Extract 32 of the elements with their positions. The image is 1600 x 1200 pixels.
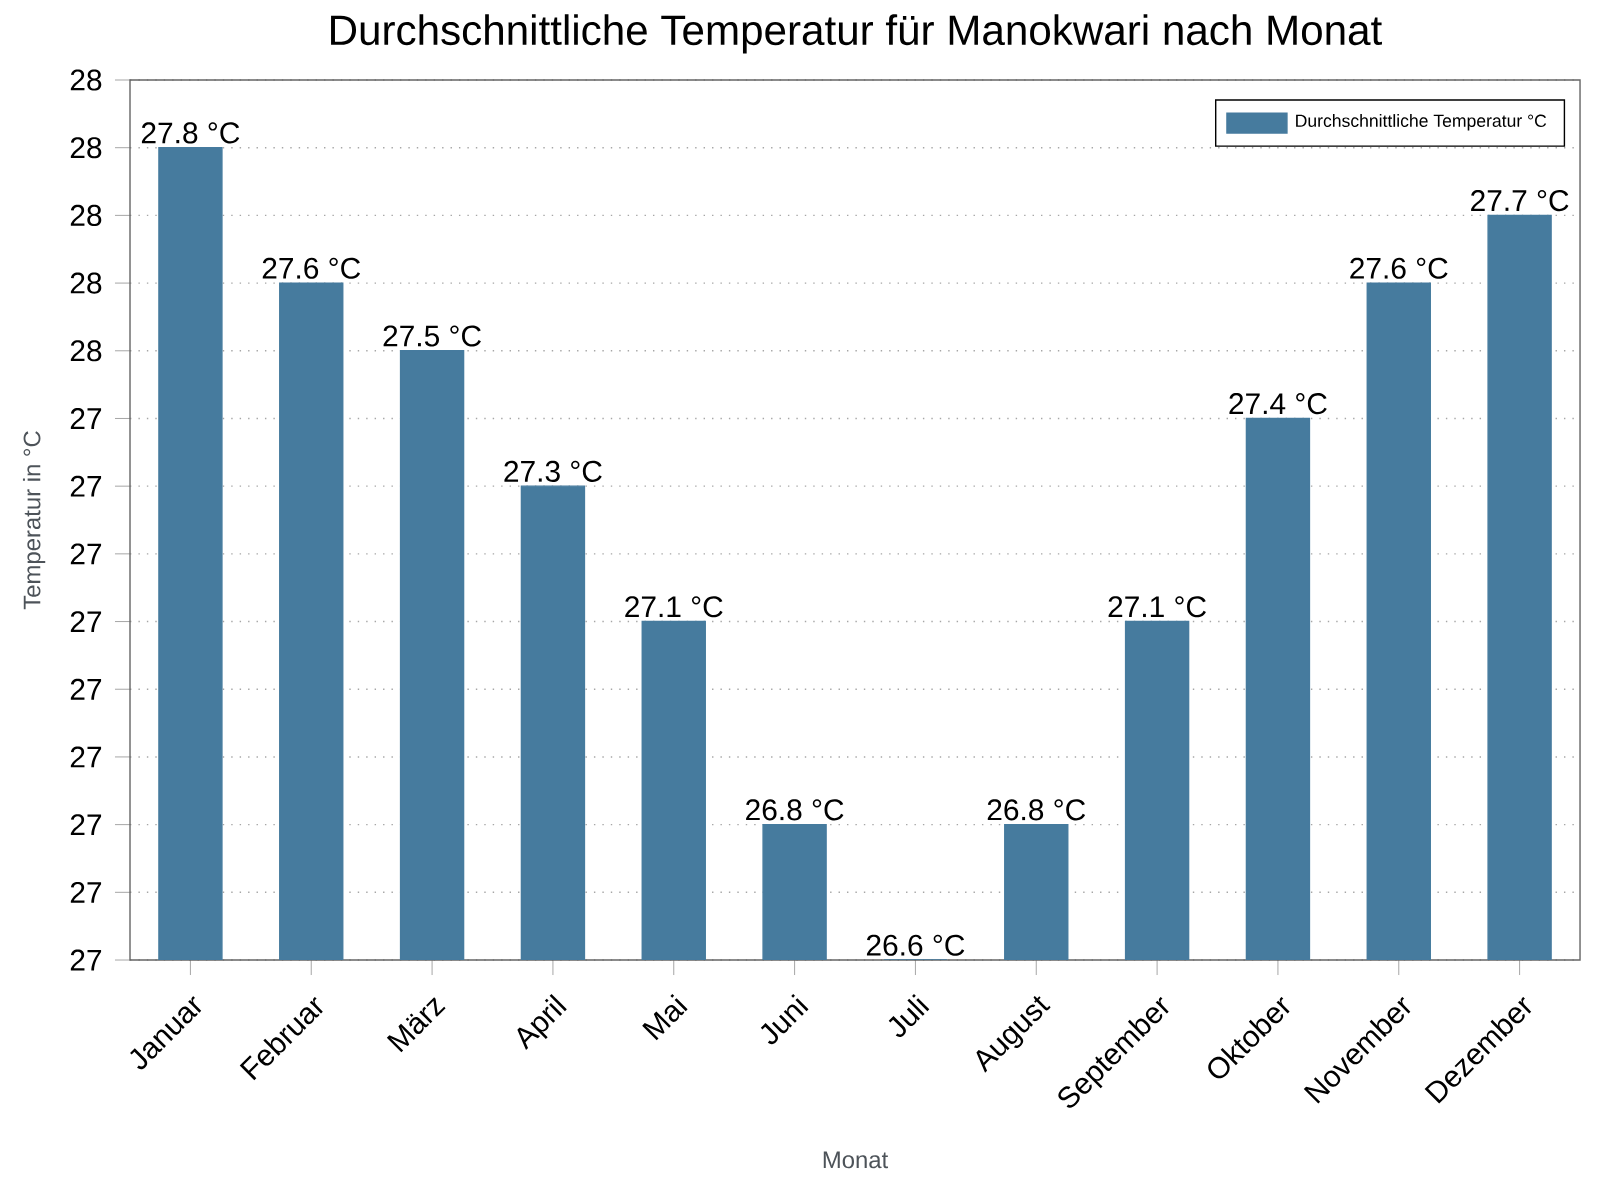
y-tick-label: 27 xyxy=(70,814,102,836)
y-axis-title: Temperatur in °C xyxy=(22,431,46,610)
x-tick-label: Mai xyxy=(642,994,688,1041)
y-tick-label: 28 xyxy=(70,137,102,159)
data-label: 27.4 °C xyxy=(1229,393,1327,415)
data-label: 27.6 °C xyxy=(1350,257,1448,279)
y-tick-label: 27 xyxy=(70,746,102,768)
data-label: 27.1 °C xyxy=(1108,596,1206,618)
y-tick-label: 27 xyxy=(70,543,102,565)
y-tick-label: 28 xyxy=(70,204,102,226)
x-tick-label: Juli xyxy=(888,994,930,1038)
data-label: 26.8 °C xyxy=(987,799,1086,821)
data-label: 27.1 °C xyxy=(625,596,723,618)
chart-title: Durchschnittliche Temperatur für Manokwari nach Monat xyxy=(331,14,1382,54)
data-label: 27.8 °C xyxy=(141,122,240,144)
y-tick-label: 27 xyxy=(70,611,102,632)
legend-label: Durchschnittliche Temperatur °C xyxy=(1296,114,1547,131)
y-tick-label: 28 xyxy=(70,69,102,91)
x-axis-title: Monat xyxy=(823,1151,889,1169)
y-tick-label: 27 xyxy=(70,678,102,700)
data-label: 27.6 °C xyxy=(262,257,361,279)
y-tick-label: 27 xyxy=(70,881,102,903)
y-tick-label: 28 xyxy=(70,340,102,362)
data-label: 27.7 °C xyxy=(1471,190,1569,212)
data-label: 26.6 °C xyxy=(866,934,965,956)
data-label: 26.8 °C xyxy=(746,799,844,821)
y-tick-label: 27 xyxy=(70,408,102,429)
data-label: 27.5 °C xyxy=(383,325,481,347)
y-tick-label: 27 xyxy=(70,949,102,971)
data-label: 27.3 °C xyxy=(504,460,602,482)
y-tick-label: 28 xyxy=(70,272,102,294)
y-tick-label: 27 xyxy=(70,475,102,497)
